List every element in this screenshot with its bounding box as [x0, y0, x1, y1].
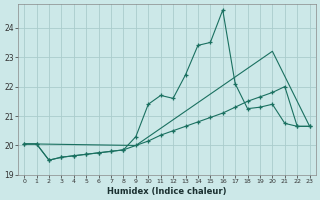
X-axis label: Humidex (Indice chaleur): Humidex (Indice chaleur)	[107, 187, 227, 196]
